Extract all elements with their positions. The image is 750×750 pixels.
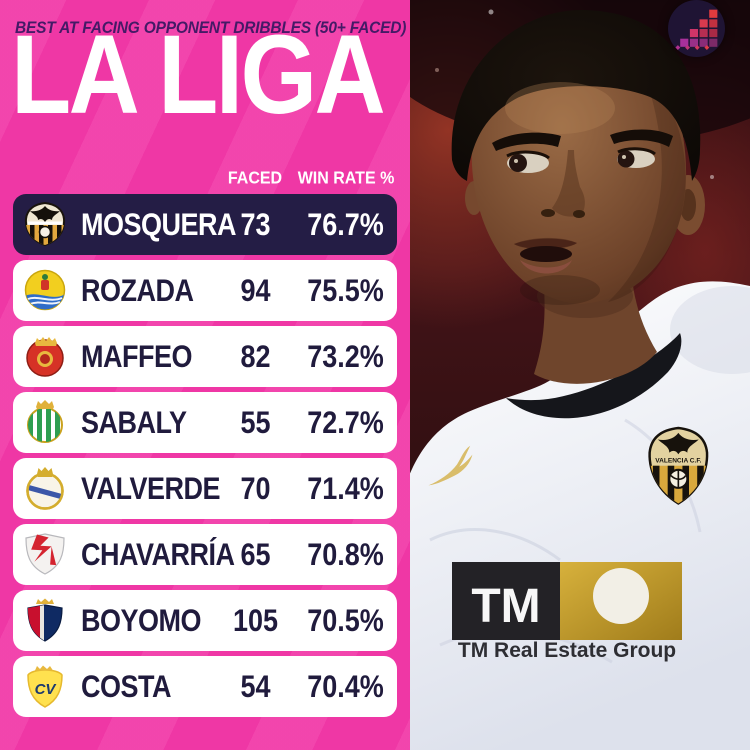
player-name: CHAVARRÍA — [81, 536, 235, 572]
rayo-vallecano-crest-icon — [25, 533, 65, 575]
player-name: MOSQUERA — [81, 206, 237, 242]
win-rate-value: 70.8% — [307, 536, 384, 572]
osasuna-crest-icon — [27, 598, 63, 642]
villarreal-monogram: CV — [35, 681, 58, 698]
faced-value: 65 — [240, 536, 271, 572]
faced-value: 70 — [240, 470, 271, 506]
win-rate-value: 70.5% — [307, 602, 384, 638]
win-rate-value: 73.2% — [307, 338, 384, 374]
faced-value: 82 — [240, 338, 271, 374]
player-name: MAFFEO — [81, 338, 193, 374]
stats-panel: BEST AT FACING OPPONENT DRIBBLES (50+ FA… — [0, 0, 410, 750]
table-row: BOYOMO 105 70.5% — [13, 590, 397, 651]
table-row: MOSQUERA 73 76.7% — [13, 194, 397, 255]
jersey-crest-text: VALENCIA C.F. — [655, 457, 701, 464]
win-rate-value: 71.4% — [307, 470, 384, 506]
real-betis-crest-icon — [27, 400, 63, 443]
faced-value: 54 — [240, 668, 271, 704]
win-rate-value: 75.5% — [307, 272, 384, 308]
player-name: COSTA — [81, 668, 172, 704]
table-row: MAFFEO 82 73.2% — [13, 326, 397, 387]
player-name: SABALY — [81, 404, 187, 440]
puma-logo-icon — [428, 445, 473, 486]
table-row: CV COSTA 54 70.4% — [13, 656, 397, 717]
player-head — [451, 9, 705, 384]
villarreal-crest-icon: CV — [27, 665, 63, 708]
player-name: ROZADA — [81, 272, 194, 308]
column-header-faced: FACED — [227, 168, 283, 188]
player-name: BOYOMO — [81, 602, 202, 638]
page-title: LA LIGA — [11, 12, 386, 137]
win-rate-value: 72.7% — [307, 404, 384, 440]
hair — [451, 9, 701, 181]
table-row: CHAVARRÍA 65 70.8% — [13, 524, 397, 585]
faced-value: 73 — [240, 206, 271, 242]
panel-subtitle: BEST AT FACING OPPONENT DRIBBLES (50+ FA… — [15, 19, 407, 38]
win-rate-value: 70.4% — [307, 668, 384, 704]
table-row: VALVERDE 70 71.4% — [13, 458, 397, 519]
mouth — [514, 237, 600, 305]
table-row: ROZADA 94 75.5% — [13, 260, 397, 321]
real-madrid-crest-icon — [26, 467, 64, 510]
column-header-win-rate: WIN RATE % — [297, 168, 395, 188]
valencia-crest-icon — [24, 202, 66, 246]
win-rate-value: 76.7% — [307, 206, 384, 242]
las-palmas-crest-icon — [24, 269, 66, 311]
tm-sponsor-caption: TM Real Estate Group — [458, 639, 676, 662]
faced-value: 105 — [232, 602, 279, 638]
eyes — [506, 147, 656, 173]
stats-table: MOSQUERA 73 76.7% ROZADA — [13, 194, 397, 722]
valencia-jersey-crest-icon: VALENCIA C.F. — [648, 426, 709, 505]
stairs-glyph — [675, 9, 718, 50]
tm-sponsor-logo: TM TM Real Estate Group — [452, 562, 682, 662]
faced-value: 94 — [240, 272, 271, 308]
the-analyst-logo-icon — [668, 0, 725, 57]
player-name: VALVERDE — [81, 470, 221, 506]
table-row: SABALY 55 72.7% — [13, 392, 397, 453]
jersey-collar — [506, 333, 682, 419]
mallorca-crest-icon — [26, 337, 64, 377]
tm-sponsor-monogram: TM — [471, 580, 540, 633]
faced-value: 55 — [240, 404, 271, 440]
